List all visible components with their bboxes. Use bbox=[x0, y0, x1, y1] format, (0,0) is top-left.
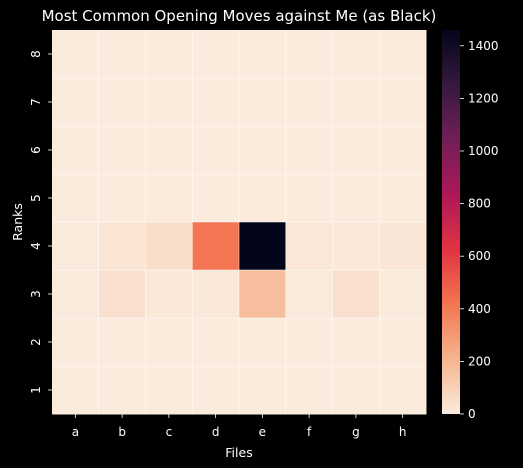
heatmap-cell-g3 bbox=[332, 270, 380, 319]
heatmap-cell-g2 bbox=[332, 318, 380, 367]
heatmap-cell-c4 bbox=[145, 222, 193, 271]
heatmap-cell-e3 bbox=[239, 270, 287, 319]
heatmap-cell-h3 bbox=[379, 270, 427, 319]
x-tick-label-h: h bbox=[399, 425, 407, 439]
heatmap-cell-b1 bbox=[98, 366, 146, 415]
heatmap-cell-f7 bbox=[285, 78, 333, 127]
heatmap-cell-c2 bbox=[145, 318, 193, 367]
heatmap-cell-c7 bbox=[145, 78, 193, 127]
heatmap-cell-d7 bbox=[192, 78, 240, 127]
heatmap-cell-a2 bbox=[52, 318, 100, 367]
heatmap-cell-a3 bbox=[52, 270, 100, 319]
heatmap-cell-a4 bbox=[52, 222, 100, 271]
heatmap-cell-d8 bbox=[192, 30, 240, 79]
heatmap-cell-g6 bbox=[332, 126, 380, 175]
heatmap-cell-b4 bbox=[98, 222, 146, 271]
heatmap-cell-h6 bbox=[379, 126, 427, 175]
heatmap-cell-g7 bbox=[332, 78, 380, 127]
y-axis-ticks: 8 7 6 5 4 3 2 1 bbox=[29, 50, 52, 394]
colorbar-tick-label: 1000 bbox=[468, 144, 499, 158]
x-axis-label: Files bbox=[225, 445, 252, 460]
heatmap-cell-e6 bbox=[239, 126, 287, 175]
heatmap-cell-d3 bbox=[192, 270, 240, 319]
heatmap-cell-e8 bbox=[239, 30, 287, 79]
heatmap-cell-d6 bbox=[192, 126, 240, 175]
heatmap-cell-f4 bbox=[285, 222, 333, 271]
heatmap-cell-e2 bbox=[239, 318, 287, 367]
heatmap-cell-d2 bbox=[192, 318, 240, 367]
heatmap-cell-b3 bbox=[98, 270, 146, 319]
colorbar-tick-label: 1400 bbox=[468, 39, 499, 53]
colorbar-ticks: 0 200 400 600 800 1000 1200 1400 bbox=[460, 39, 499, 421]
y-tick-label-3: 3 bbox=[29, 290, 43, 298]
heatmap-cell-g8 bbox=[332, 30, 380, 79]
heatmap-cell-b5 bbox=[98, 174, 146, 223]
heatmap-cell-g1 bbox=[332, 366, 380, 415]
heatmap-cell-c8 bbox=[145, 30, 193, 79]
y-tick-label-6: 6 bbox=[29, 146, 43, 154]
heatmap-cell-h7 bbox=[379, 78, 427, 127]
colorbar-tick-label: 200 bbox=[468, 354, 491, 368]
heatmap-cell-a8 bbox=[52, 30, 100, 79]
heatmap-cell-b6 bbox=[98, 126, 146, 175]
colorbar-tick-label: 600 bbox=[468, 249, 491, 263]
heatmap-cell-h1 bbox=[379, 366, 427, 415]
heatmap-cell-e4 bbox=[239, 222, 287, 271]
y-tick-label-7: 7 bbox=[29, 98, 43, 106]
heatmap-cell-h8 bbox=[379, 30, 427, 79]
x-tick-label-f: f bbox=[307, 425, 312, 439]
heatmap-cell-e1 bbox=[239, 366, 287, 415]
heatmap-cell-h4 bbox=[379, 222, 427, 271]
x-tick-label-c: c bbox=[166, 425, 173, 439]
heatmap-cell-c6 bbox=[145, 126, 193, 175]
x-tick-label-b: b bbox=[118, 425, 126, 439]
heatmap-cell-d4 bbox=[192, 222, 240, 271]
heatmap-cell-b7 bbox=[98, 78, 146, 127]
chart-title: Most Common Opening Moves against Me (as… bbox=[42, 7, 437, 25]
colorbar-tick-label: 400 bbox=[468, 302, 491, 316]
colorbar-tick-label: 0 bbox=[468, 407, 476, 421]
heatmap-cell-c5 bbox=[145, 174, 193, 223]
heatmap-cell-d5 bbox=[192, 174, 240, 223]
heatmap-cell-f6 bbox=[285, 126, 333, 175]
heatmap-cell-g5 bbox=[332, 174, 380, 223]
heatmap-cell-f1 bbox=[285, 366, 333, 415]
heatmap-cell-f5 bbox=[285, 174, 333, 223]
y-tick-label-8: 8 bbox=[29, 50, 43, 58]
heatmap-cell-b2 bbox=[98, 318, 146, 367]
heatmap-cell-d1 bbox=[192, 366, 240, 415]
y-tick-label-5: 5 bbox=[29, 194, 43, 202]
heatmap-cell-e7 bbox=[239, 78, 287, 127]
heatmap-cell-a6 bbox=[52, 126, 100, 175]
x-axis-ticks: a b c d e f g h bbox=[72, 414, 407, 439]
x-tick-label-g: g bbox=[352, 425, 360, 439]
heatmap-cell-a5 bbox=[52, 174, 100, 223]
colorbar-tick-label: 1200 bbox=[468, 91, 499, 105]
x-tick-label-a: a bbox=[72, 425, 79, 439]
y-tick-label-4: 4 bbox=[29, 242, 43, 250]
heatmap-cell-f8 bbox=[285, 30, 333, 79]
heatmap-cell-b8 bbox=[98, 30, 146, 79]
heatmap-cell-f3 bbox=[285, 270, 333, 319]
heatmap-cell-e5 bbox=[239, 174, 287, 223]
y-axis-label: Ranks bbox=[10, 203, 25, 241]
heatmap-cell-a1 bbox=[52, 366, 100, 415]
x-tick-label-e: e bbox=[259, 425, 266, 439]
heatmap-cell-h5 bbox=[379, 174, 427, 223]
heatmap-cells bbox=[52, 30, 427, 415]
heatmap-cell-a7 bbox=[52, 78, 100, 127]
cell-gridlines bbox=[52, 30, 426, 414]
heatmap-cell-f2 bbox=[285, 318, 333, 367]
y-tick-label-2: 2 bbox=[29, 338, 43, 346]
heatmap-cell-c1 bbox=[145, 366, 193, 415]
colorbar bbox=[442, 30, 460, 414]
heatmap-cell-c3 bbox=[145, 270, 193, 319]
heatmap-cell-g4 bbox=[332, 222, 380, 271]
heatmap-cell-h2 bbox=[379, 318, 427, 367]
x-tick-label-d: d bbox=[212, 425, 220, 439]
y-tick-label-1: 1 bbox=[29, 386, 43, 394]
colorbar-tick-label: 800 bbox=[468, 197, 491, 211]
